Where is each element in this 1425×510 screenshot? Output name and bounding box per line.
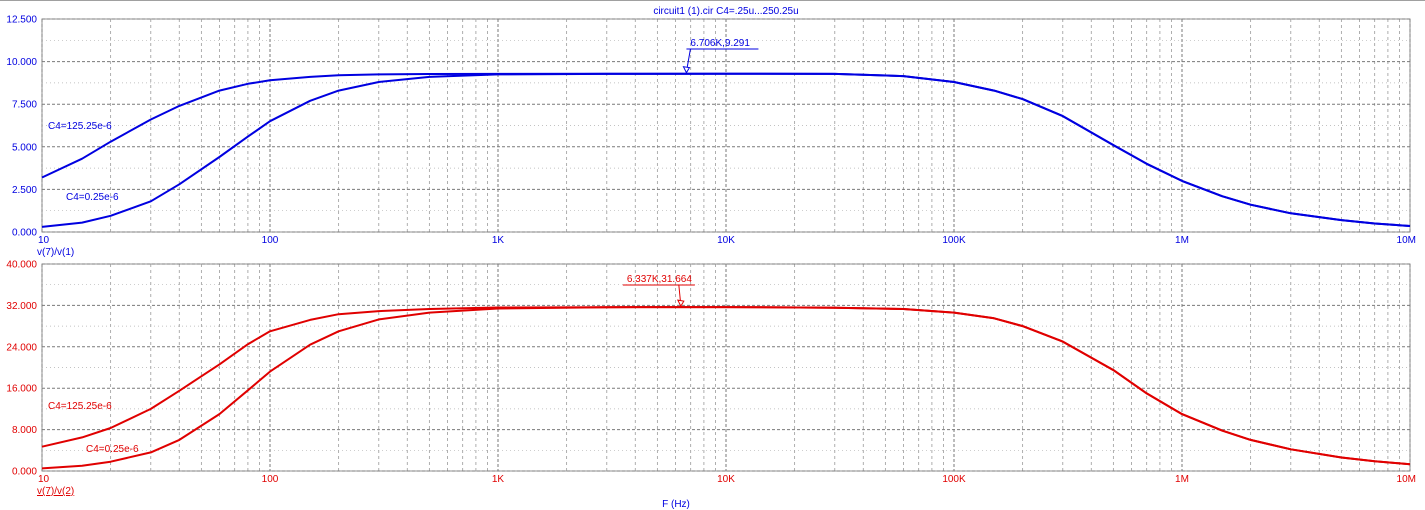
series-label: C4=125.25e-6 [48,401,112,412]
y-axis-label: v(7)/v(1) [37,247,74,258]
x-axis-label: F (Hz) [662,499,690,510]
series-label: C4=0.25e-6 [86,444,139,455]
series-label: C4=125.25e-6 [48,121,112,132]
y-tick-label: 40.000 [6,260,37,271]
y-tick-label: 32.000 [6,301,37,312]
y-axis-label: v(7)/v(2) [37,486,74,497]
series-line-2 [41,306,1411,470]
x-tick-label: 1K [492,235,505,246]
x-tick-label: 10M [1397,474,1416,485]
y-tick-label: 0.000 [12,228,37,239]
x-tick-label: 10 [38,474,50,485]
panel-1: 10 100 1K 10K 100K 1M 10M 0.000 2.500 5.000 7.500 1… [6,6,1416,258]
series-label: C4=0.25e-6 [66,192,119,203]
annotation-arrow [682,66,691,74]
x-tick-label: 10 [38,235,50,246]
x-tick-label: 100 [262,474,279,485]
series-line-2 [41,72,1411,228]
chart-title: circuit1 (1).cir C4=.25u...250.25u [653,6,798,17]
x-tick-label: 10K [717,235,735,246]
annotation-text: 6.706K,9.291 [690,38,750,49]
y-tick-label: 7.500 [12,100,37,111]
y-tick-label: 10.000 [6,57,37,68]
y-tick-label: 2.500 [12,185,37,196]
x-tick-label: 10K [717,474,735,485]
x-tick-label: 100 [262,235,279,246]
x-tick-label: 1K [492,474,505,485]
x-tick-label: 1M [1175,474,1189,485]
x-tick-label: 100K [942,235,966,246]
x-tick-label: 1M [1175,235,1189,246]
y-tick-label: 8.000 [12,425,37,436]
annotation-text: 6.337K,31.664 [627,274,692,285]
panel-2: 10 100 1K 10K 100K 1M 10M 0.000 8.000 16.000 24.00… [6,260,1416,510]
x-tick-label: 100K [942,474,966,485]
y-tick-label: 16.000 [6,384,37,395]
y-tick-label: 24.000 [6,342,37,353]
y-tick-label: 12.500 [6,15,37,26]
x-tick-label: 10M [1397,235,1416,246]
y-tick-label: 0.000 [12,467,37,478]
annotation-arrow [676,299,685,308]
y-tick-label: 5.000 [12,142,37,153]
